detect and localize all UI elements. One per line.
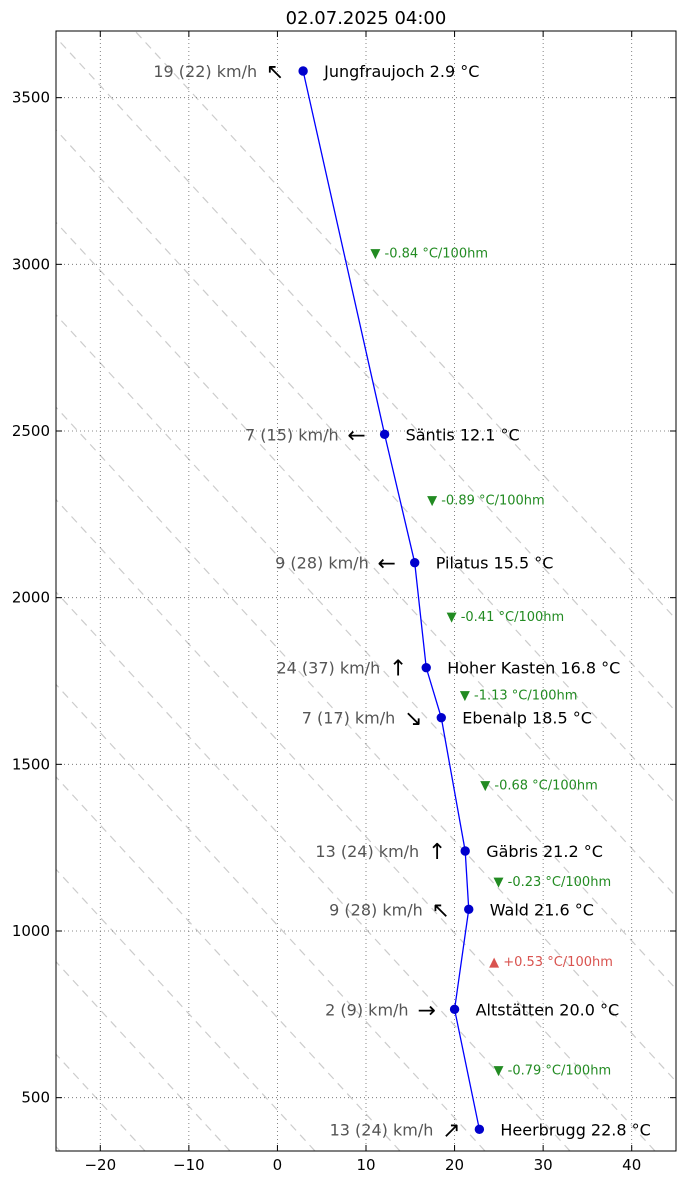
wind-speed-label: 24 (37) km/h	[276, 659, 380, 678]
wind-speed-label: 7 (15) km/h	[245, 425, 339, 444]
station-marker	[449, 1004, 460, 1015]
adiabat-line	[56, 221, 676, 898]
x-tick-label: 20	[445, 1156, 464, 1174]
adiabat-line	[56, 776, 401, 1151]
station-marker	[464, 904, 474, 915]
adiabat-line	[56, 313, 676, 990]
station-label: Pilatus 15.5 °C	[436, 554, 554, 573]
station-label: Hoher Kasten 16.8 °C	[447, 659, 620, 678]
x-tick-label: −20	[84, 1156, 116, 1174]
lapse-rate-labels: ▼ -0.84 °C/100hm ▼ -0.89 °C/100hm ▼ -0.41 …	[370, 247, 612, 1079]
chart-title: 02.07.2025 04:00	[286, 8, 447, 29]
x-tick-label: −10	[173, 1156, 205, 1174]
lapse-rate-label: ▲ +0.53 °C/100hm	[489, 955, 613, 970]
lapse-rate-label: ▼ -0.84 °C/100hm	[370, 247, 488, 262]
adiabat-line	[56, 960, 231, 1151]
station-label: Ebenalp 18.5 °C	[462, 709, 592, 728]
station-label: Jungfraujoch 2.9 °C	[323, 62, 479, 81]
wind-arrow-icon: ↖	[432, 898, 450, 923]
adiabat-line	[56, 868, 316, 1151]
station-marker	[410, 557, 420, 568]
x-tick-label: 30	[534, 1156, 553, 1174]
wind-speed-label: 13 (24) km/h	[330, 1120, 434, 1139]
profile-series	[298, 66, 485, 1135]
station-labels: Jungfraujoch 2.9 °C ↖ 19 (22) km/h Säntis 1…	[153, 60, 650, 1143]
x-tick-label: 10	[356, 1156, 375, 1174]
x-axis: −20 −10 0 10 20 30 40	[84, 31, 641, 1174]
wind-arrow-icon: ↘	[404, 707, 422, 732]
lapse-rate-label: ▼ -0.23 °C/100hm	[494, 875, 612, 890]
lapse-rate-label: ▼ -0.79 °C/100hm	[494, 1063, 612, 1078]
adiabat-line	[56, 36, 676, 713]
station-label: Heerbrugg 22.8 °C	[500, 1120, 650, 1139]
adiabat-line	[56, 498, 656, 1151]
lapse-rate-label: ▼ -0.89 °C/100hm	[427, 493, 545, 508]
y-axis: 500 1000 1500 2000 2500 3000 3500	[12, 89, 676, 1107]
wind-speed-label: 19 (22) km/h	[153, 62, 257, 81]
lapse-rate-label: ▼ -1.13 °C/100hm	[460, 688, 578, 703]
y-tick-label: 1500	[12, 755, 50, 773]
y-tick-label: 500	[21, 1089, 50, 1107]
wind-speed-label: 9 (28) km/h	[275, 554, 369, 573]
dry-adiabat-lines	[56, 31, 676, 1151]
wind-speed-label: 7 (17) km/h	[302, 709, 396, 728]
station-marker	[474, 1124, 485, 1135]
adiabat-line	[134, 31, 676, 621]
x-tick-label: 40	[622, 1156, 641, 1174]
wind-arrow-icon: ↖	[266, 60, 284, 85]
station-marker	[298, 66, 308, 76]
wind-arrow-icon: ←	[377, 552, 395, 577]
station-marker	[460, 846, 470, 856]
lapse-rate-label: ▼ -0.41 °C/100hm	[447, 610, 565, 625]
y-tick-label: 2500	[12, 422, 50, 440]
adiabat-line	[56, 591, 571, 1151]
wind-speed-label: 9 (28) km/h	[329, 900, 423, 919]
station-marker	[421, 662, 431, 673]
station-label: Säntis 12.1 °C	[406, 425, 520, 444]
grid-lines	[56, 31, 676, 1151]
adiabat-line	[56, 129, 676, 806]
y-tick-label: 2000	[12, 589, 50, 607]
wind-arrow-icon: ↗	[442, 1118, 460, 1143]
station-label: Gäbris 21.2 °C	[486, 842, 603, 861]
y-tick-label: 3000	[12, 255, 50, 273]
station-marker	[379, 429, 390, 440]
lapse-rate-label: ▼ -0.68 °C/100hm	[480, 778, 598, 793]
wind-speed-label: 13 (24) km/h	[315, 842, 419, 861]
station-marker	[436, 712, 446, 723]
y-tick-label: 3500	[12, 89, 50, 107]
x-tick-label: 0	[273, 1156, 283, 1174]
adiabat-line	[56, 683, 486, 1151]
wind-arrow-icon: ↑	[389, 657, 407, 682]
wind-arrow-icon: →	[417, 998, 435, 1023]
station-label: Altstätten 20.0 °C	[476, 1000, 620, 1019]
wind-speed-label: 2 (9) km/h	[325, 1000, 408, 1019]
adiabat-line	[56, 406, 676, 1083]
profile-line	[302, 70, 481, 1130]
wind-arrow-icon: ↑	[428, 840, 446, 865]
y-tick-label: 1000	[12, 922, 50, 940]
station-label: Wald 21.6 °C	[490, 900, 594, 919]
wind-arrow-icon: ←	[347, 423, 365, 448]
